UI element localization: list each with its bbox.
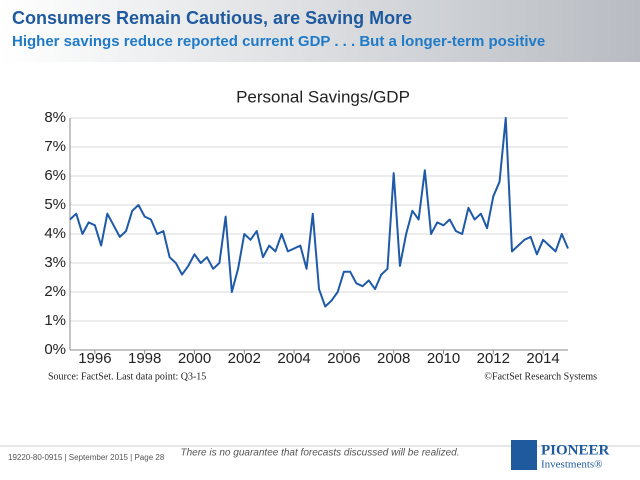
plot: 0% 1% 2% 3% 4% 5% 6% 7% 8% 1996 1998 2000 2002 2004 20…	[44, 109, 569, 367]
x-tick-label: 2002	[228, 350, 261, 367]
y-tick-label: 1%	[44, 312, 66, 329]
x-tick-label: 2008	[377, 350, 410, 367]
chart-title: Personal Savings/GDP	[236, 87, 410, 106]
logo-icon	[511, 440, 537, 470]
y-tick-label: 8%	[44, 109, 66, 126]
y-tick-label: 2%	[44, 283, 66, 300]
x-tick-label: 1996	[78, 350, 111, 367]
data-line	[69, 117, 569, 308]
x-tick-label: 2006	[327, 350, 360, 367]
slide-subtitle: Higher savings reduce reported current G…	[12, 33, 545, 50]
y-tick-label: 4%	[44, 225, 66, 242]
y-tick-label: 0%	[44, 341, 66, 358]
x-tick-label: 2014	[526, 350, 559, 367]
logo-sub: Investments®	[541, 459, 603, 471]
logo: PIONEER	[541, 442, 610, 458]
x-tick-label: 2004	[277, 350, 310, 367]
x-tick-label: 2010	[427, 350, 460, 367]
y-tick-label: 3%	[44, 254, 66, 271]
header-band	[0, 0, 640, 62]
credit: ©FactSet Research Systems	[484, 371, 597, 382]
slide-title: Consumers Remain Cautious, are Saving Mo…	[12, 8, 412, 28]
y-tick-label: 5%	[44, 196, 66, 213]
x-tick-label: 2012	[477, 350, 510, 367]
y-tick-label: 6%	[44, 167, 66, 184]
x-tick-label: 2000	[178, 350, 211, 367]
disclaimer: There is no guarantee that forecasts dis…	[180, 448, 459, 459]
source: Source: FactSet. Last data point: Q3-15	[48, 371, 206, 382]
footer-code: 19220-80-0915 | September 2015 | Page 28	[8, 453, 165, 462]
y-tick-label: 7%	[44, 138, 66, 155]
x-tick-label: 1998	[128, 350, 161, 367]
